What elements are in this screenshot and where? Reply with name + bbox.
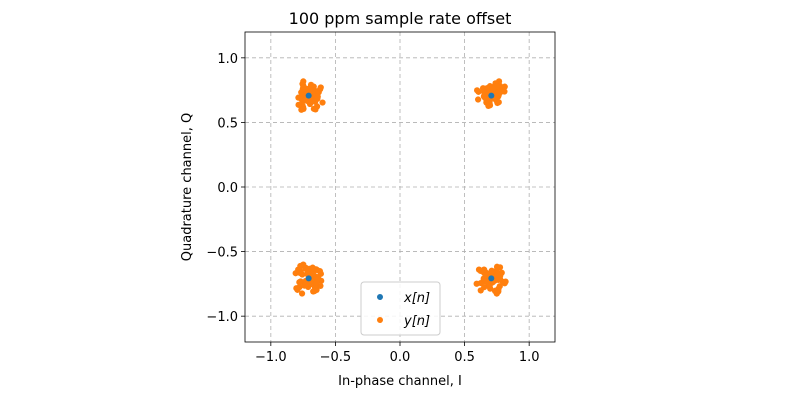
x-tick-label: −1.0 [255, 350, 287, 365]
y-tick-label: −0.5 [206, 246, 238, 261]
y-series-point [313, 279, 320, 286]
y-axis-label: Quadrature channel, Q [180, 113, 195, 261]
y-series-point [310, 105, 317, 112]
legend-label-y: y[n] [403, 314, 430, 329]
y-series-point [481, 284, 488, 291]
y-tick-label: 1.0 [217, 52, 238, 67]
y-series-point [309, 270, 317, 277]
y-series-point [496, 283, 503, 290]
y-series-point [483, 278, 490, 285]
legend-marker-y [377, 317, 383, 323]
y-series-point [492, 287, 499, 294]
y-series-point [314, 93, 321, 100]
y-series-point [317, 270, 324, 277]
chart-title: 100 ppm sample rate offset [289, 9, 512, 28]
y-series-point [501, 88, 508, 95]
series-y-layer [292, 78, 509, 297]
y-tick-label: 0.5 [217, 116, 238, 131]
y-series-point [501, 83, 508, 90]
y-series-point [309, 85, 316, 92]
series-x-layer [305, 92, 495, 282]
y-series-point [494, 271, 501, 279]
y-tick-label: 0.0 [217, 181, 238, 196]
x-axis-ticks: −1.0 −0.5 0.0 0.5 1.0 [255, 342, 540, 365]
y-series-point [475, 88, 482, 95]
y-series-point [486, 283, 493, 290]
legend-marker-x [377, 294, 383, 300]
x-tick-label: 1.0 [519, 350, 540, 365]
x-axis-label: In-phase channel, I [338, 374, 462, 389]
y-series-point [298, 290, 306, 297]
plot-area [244, 31, 556, 343]
y-series-point [502, 278, 509, 285]
y-series-point [474, 96, 482, 103]
y-series-point [480, 266, 488, 273]
y-series-point [311, 288, 318, 295]
y-series-point [495, 89, 502, 96]
y-series-point [475, 266, 483, 273]
x-tick-label: 0.0 [390, 350, 411, 365]
y-series-point [486, 102, 494, 109]
legend-label-x: x[n] [403, 291, 430, 306]
x-series-point [488, 275, 495, 282]
y-series-point [319, 99, 326, 106]
y-series-point [296, 279, 303, 286]
y-series-point [489, 85, 496, 92]
y-series-point [480, 87, 487, 95]
y-series-point [473, 280, 480, 287]
x-tick-label: −0.5 [320, 350, 352, 365]
y-series-point [295, 101, 302, 108]
x-series-point [305, 275, 312, 282]
y-series-point [493, 263, 501, 270]
y-tick-label: −1.0 [206, 310, 238, 325]
y-series-point [301, 282, 308, 289]
y-series-point [317, 86, 324, 93]
y-series-point [488, 267, 495, 274]
y-series-point [302, 265, 309, 272]
y-series-point [495, 99, 502, 106]
y-series-point [300, 105, 307, 113]
y-series-point [483, 96, 490, 103]
y-series-point [302, 85, 309, 92]
x-series-point [305, 92, 312, 99]
x-series-point [488, 92, 495, 99]
y-series-point [294, 286, 301, 293]
y-series-point [492, 94, 500, 101]
legend: x[n] y[n] [360, 281, 441, 336]
x-tick-label: 0.5 [454, 350, 475, 365]
y-series-point [297, 262, 304, 270]
y-axis-ticks: −1.0 −0.5 0.0 0.5 1.0 [206, 52, 245, 325]
